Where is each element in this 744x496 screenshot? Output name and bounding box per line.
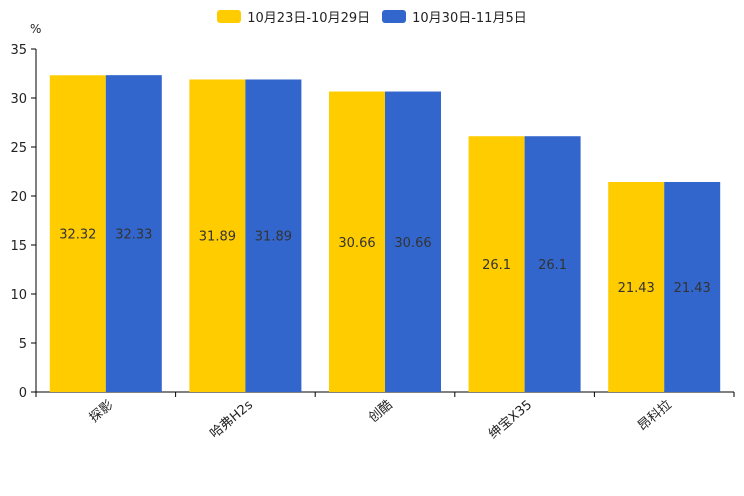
bar-series-1 bbox=[664, 181, 721, 392]
bar-value-label: 32.32 bbox=[59, 228, 96, 243]
bar-series-0 bbox=[49, 75, 106, 392]
bar-value-label: 31.89 bbox=[199, 230, 236, 245]
bar-series-1 bbox=[385, 91, 441, 393]
bar-value-label: 21.43 bbox=[618, 281, 655, 296]
x-tick-label: 探影 bbox=[87, 398, 117, 426]
y-tick-label: 15 bbox=[10, 239, 27, 254]
bar-value-label: 30.66 bbox=[338, 236, 375, 251]
bar-series-1 bbox=[524, 136, 581, 392]
y-tick-label: 10 bbox=[10, 288, 27, 303]
bar-series-0 bbox=[329, 91, 385, 393]
bar-series-1 bbox=[105, 75, 162, 392]
x-tick-label: 绅宝X35 bbox=[486, 398, 535, 443]
x-tick-label: 创酷 bbox=[366, 398, 396, 426]
legend-swatch-series-1 bbox=[382, 10, 407, 23]
legend: 10月23日-10月29日 10月30日-11月5日 bbox=[0, 7, 744, 26]
y-tick-label: 25 bbox=[10, 141, 27, 156]
legend-item-series-0[interactable]: 10月23日-10月29日 bbox=[217, 7, 370, 26]
legend-swatch-series-0 bbox=[217, 10, 242, 23]
y-tick-label: 0 bbox=[19, 386, 27, 401]
y-axis-unit-label: % bbox=[30, 22, 42, 36]
bar-value-label: 21.43 bbox=[674, 281, 711, 296]
bar-value-label: 30.66 bbox=[394, 236, 431, 251]
bar-series-0 bbox=[189, 79, 246, 392]
x-tick-label: 昂科拉 bbox=[635, 398, 675, 435]
y-tick-label: 35 bbox=[10, 43, 27, 58]
legend-label-series-0: 10月23日-10月29日 bbox=[247, 11, 371, 26]
legend-item-series-1[interactable]: 10月30日-11月5日 bbox=[382, 7, 527, 26]
bar-series-0 bbox=[608, 181, 665, 392]
bar-series-0 bbox=[468, 136, 525, 392]
bar-value-label: 26.1 bbox=[538, 258, 567, 273]
bar-value-label: 26.1 bbox=[482, 258, 511, 273]
bar-value-label: 31.89 bbox=[255, 230, 292, 245]
bar-value-label: 32.33 bbox=[115, 228, 152, 243]
y-tick-label: 20 bbox=[10, 190, 27, 205]
y-tick-label: 5 bbox=[19, 337, 27, 352]
x-tick-label: 哈弗H2s bbox=[207, 397, 256, 441]
bar-series-1 bbox=[245, 79, 302, 392]
y-tick-label: 30 bbox=[10, 92, 27, 107]
legend-label-series-1: 10月30日-11月5日 bbox=[412, 11, 527, 26]
